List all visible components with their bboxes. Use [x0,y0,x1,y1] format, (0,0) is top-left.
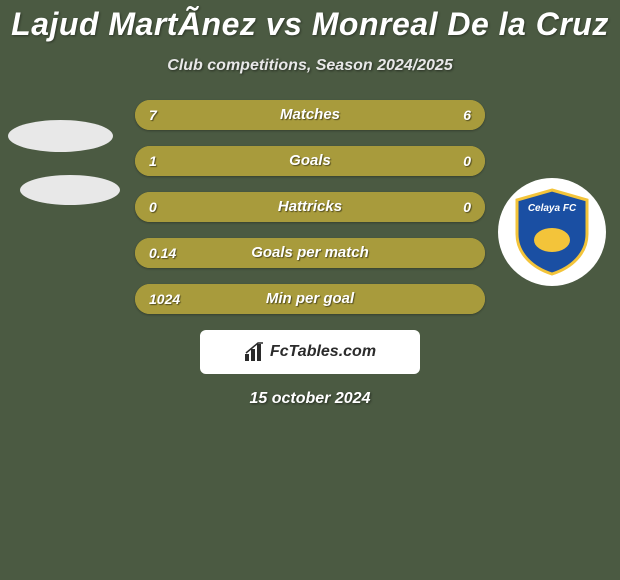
shield-icon: Celaya FC [513,188,591,276]
barchart-icon [244,342,266,362]
subtitle: Club competitions, Season 2024/2025 [0,57,620,75]
stat-label: Hattricks [135,192,485,222]
stat-label: Goals [135,146,485,176]
footer-logo-text: FcTables.com [270,343,376,361]
stat-label: Goals per match [135,238,485,268]
stat-right-value: 0 [463,146,471,176]
stat-row: 1Goals0 [135,146,485,176]
stat-row: 0Hattricks0 [135,192,485,222]
svg-text:Celaya FC: Celaya FC [528,203,577,214]
footer-logo: FcTables.com [200,330,420,374]
stat-label: Matches [135,100,485,130]
page-title: Lajud MartÃ­nez vs Monreal De la Cruz [0,0,620,43]
player-left-avatar-1 [8,120,113,152]
stat-row: 0.14Goals per match [135,238,485,268]
stat-label: Min per goal [135,284,485,314]
stat-right-value: 6 [463,100,471,130]
stat-right-value: 0 [463,192,471,222]
team-right-badge: Celaya FC [498,178,606,286]
date-text: 15 october 2024 [0,390,620,408]
player-left-avatar-2 [20,175,120,205]
stat-row: 1024Min per goal [135,284,485,314]
stat-row: 7Matches6 [135,100,485,130]
stats-container: 7Matches61Goals00Hattricks00.14Goals per… [135,100,485,314]
